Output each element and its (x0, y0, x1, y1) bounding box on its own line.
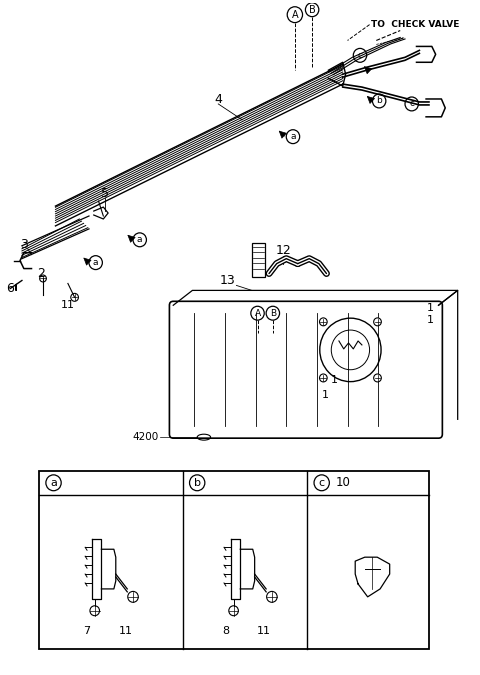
Bar (252, 243, 265, 277)
Text: B: B (309, 5, 315, 15)
Circle shape (373, 318, 381, 326)
Text: 1: 1 (322, 389, 329, 400)
Text: 2: 2 (37, 267, 45, 280)
Text: A: A (291, 9, 298, 20)
Text: b: b (376, 97, 382, 105)
Text: 7: 7 (84, 626, 91, 636)
Text: 1: 1 (427, 315, 434, 325)
Text: c: c (358, 51, 362, 60)
Text: B: B (270, 308, 276, 318)
Text: c: c (319, 478, 325, 488)
Text: 4200: 4200 (132, 432, 159, 442)
Text: b: b (194, 478, 201, 488)
Text: A: A (254, 308, 261, 318)
Text: 8: 8 (222, 626, 229, 636)
Circle shape (373, 374, 381, 382)
Text: 12: 12 (276, 244, 291, 257)
Text: a: a (137, 236, 143, 244)
Text: a: a (93, 258, 98, 267)
Text: TO  CHECK VALVE: TO CHECK VALVE (372, 20, 460, 29)
Text: c: c (409, 99, 414, 109)
Text: 6: 6 (7, 282, 14, 295)
Text: 1: 1 (427, 303, 434, 313)
Text: 11: 11 (61, 300, 75, 310)
Text: 1: 1 (331, 375, 338, 385)
Text: 11: 11 (119, 626, 132, 636)
Text: 13: 13 (220, 274, 236, 287)
Circle shape (320, 374, 327, 382)
Text: 5: 5 (101, 187, 109, 200)
Text: 3: 3 (20, 238, 28, 251)
Text: a: a (290, 132, 296, 141)
Text: 11: 11 (257, 626, 271, 636)
Text: 10: 10 (336, 477, 351, 489)
Bar (39, 471, 429, 649)
Circle shape (320, 318, 327, 326)
Text: 4: 4 (215, 93, 222, 107)
Text: a: a (50, 478, 57, 488)
